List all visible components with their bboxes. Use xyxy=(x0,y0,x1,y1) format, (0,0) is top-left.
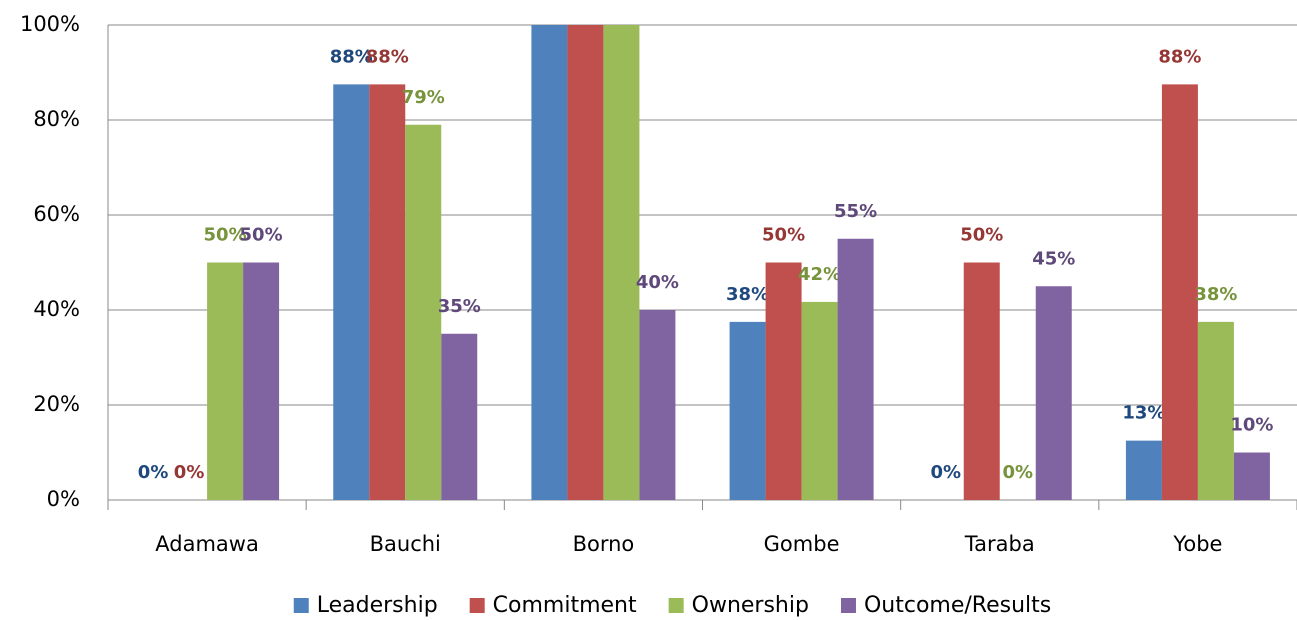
legend-swatch xyxy=(293,598,309,613)
bar xyxy=(207,262,244,500)
y-tick-label: 60% xyxy=(33,202,80,226)
legend-swatch xyxy=(469,598,485,613)
value-label: 88% xyxy=(330,46,373,67)
bar xyxy=(801,301,838,500)
bar xyxy=(441,333,478,500)
value-label: 0% xyxy=(930,462,961,483)
value-label: 55% xyxy=(834,201,877,222)
value-label: 45% xyxy=(1032,248,1075,269)
bar xyxy=(963,262,1000,500)
value-label: 50% xyxy=(762,225,805,246)
bar xyxy=(567,25,604,500)
value-label: 40% xyxy=(636,272,679,293)
value-label: 42% xyxy=(798,264,841,285)
value-label: 50% xyxy=(960,225,1003,246)
bar xyxy=(729,321,766,500)
value-label: 88% xyxy=(1158,46,1201,67)
y-tick-label: 20% xyxy=(33,392,80,416)
value-label: 0% xyxy=(1002,462,1033,483)
y-tick-label: 100% xyxy=(20,12,80,36)
bar xyxy=(405,124,442,500)
value-label: 38% xyxy=(726,284,769,305)
y-tick-label: 80% xyxy=(33,107,80,131)
value-label: 0% xyxy=(174,462,205,483)
bar xyxy=(243,262,280,500)
value-label: 50% xyxy=(204,225,247,246)
bar xyxy=(531,25,568,500)
value-label: 10% xyxy=(1230,415,1273,436)
value-label: 79% xyxy=(402,87,445,108)
bar xyxy=(1125,440,1162,500)
bar xyxy=(1161,84,1198,500)
legend-swatch xyxy=(840,598,856,613)
value-label: 35% xyxy=(438,296,481,317)
bar xyxy=(1197,321,1234,500)
legend-label: Outcome/Results xyxy=(864,593,1051,618)
legend-swatch xyxy=(668,598,684,613)
bar xyxy=(369,84,406,500)
value-label: 38% xyxy=(1194,284,1237,305)
value-label: 0% xyxy=(138,462,169,483)
x-tick-label: Borno xyxy=(573,532,635,556)
y-tick-label: 40% xyxy=(33,297,80,321)
legend-label: Commitment xyxy=(493,593,637,618)
legend-label: Ownership xyxy=(692,593,809,618)
x-tick-label: Bauchi xyxy=(370,532,441,556)
bar xyxy=(333,84,370,500)
bar xyxy=(1035,286,1072,500)
x-tick-label: Yobe xyxy=(1172,532,1222,556)
x-tick-label: Gombe xyxy=(764,532,840,556)
y-tick-label: 0% xyxy=(47,487,80,511)
bar xyxy=(1233,452,1270,500)
bar xyxy=(837,238,874,500)
x-tick-label: Taraba xyxy=(964,532,1035,556)
x-tick-label: Adamawa xyxy=(155,532,259,556)
value-label: 13% xyxy=(1122,403,1165,424)
legend-label: Leadership xyxy=(317,593,438,618)
bar xyxy=(603,25,640,500)
bar xyxy=(765,262,802,500)
value-label: 50% xyxy=(240,225,283,246)
bar xyxy=(639,310,676,500)
value-label: 88% xyxy=(366,46,409,67)
